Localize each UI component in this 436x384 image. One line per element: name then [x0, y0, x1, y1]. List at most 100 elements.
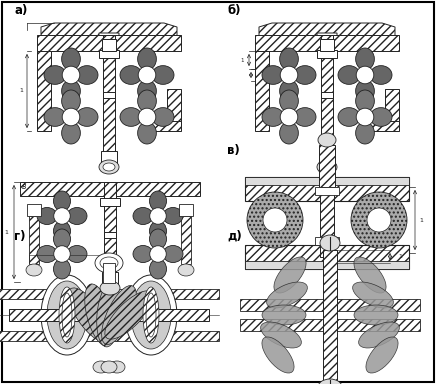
Ellipse shape — [152, 66, 174, 84]
Bar — [103, 263, 115, 283]
Bar — [0, 331, 219, 341]
Ellipse shape — [54, 191, 71, 211]
Ellipse shape — [150, 259, 167, 279]
Ellipse shape — [62, 66, 80, 84]
Bar — [104, 182, 116, 282]
Bar — [27, 204, 41, 216]
Ellipse shape — [178, 264, 194, 276]
Text: 1: 1 — [240, 58, 244, 63]
Bar — [255, 35, 399, 51]
Ellipse shape — [100, 257, 118, 269]
Ellipse shape — [102, 286, 136, 344]
Ellipse shape — [356, 90, 375, 112]
Ellipse shape — [62, 108, 80, 126]
Ellipse shape — [54, 208, 70, 224]
Bar — [321, 35, 333, 165]
Ellipse shape — [163, 207, 183, 225]
Ellipse shape — [263, 208, 287, 232]
Bar — [37, 51, 51, 131]
Ellipse shape — [356, 48, 375, 70]
Bar — [179, 204, 193, 216]
Ellipse shape — [109, 361, 125, 373]
Bar — [149, 121, 181, 131]
Ellipse shape — [262, 305, 306, 325]
Bar — [20, 182, 200, 196]
Ellipse shape — [26, 264, 42, 276]
Bar — [315, 237, 339, 245]
Ellipse shape — [261, 322, 301, 348]
Ellipse shape — [101, 361, 117, 373]
Bar — [240, 319, 420, 331]
Ellipse shape — [356, 80, 375, 102]
Bar — [245, 177, 409, 201]
Ellipse shape — [318, 379, 342, 384]
Ellipse shape — [356, 108, 374, 126]
Bar — [320, 39, 334, 51]
Bar — [9, 309, 209, 321]
Ellipse shape — [366, 337, 398, 373]
Ellipse shape — [103, 163, 115, 171]
Ellipse shape — [262, 337, 294, 373]
Text: 1: 1 — [398, 255, 402, 260]
Ellipse shape — [247, 192, 303, 248]
Ellipse shape — [120, 66, 142, 84]
Ellipse shape — [44, 108, 66, 126]
Bar — [245, 245, 409, 269]
Bar — [319, 145, 335, 187]
Ellipse shape — [280, 108, 298, 126]
Ellipse shape — [294, 108, 316, 126]
Ellipse shape — [67, 207, 87, 225]
Bar — [104, 232, 116, 238]
Ellipse shape — [95, 253, 123, 273]
Bar — [385, 89, 399, 125]
Ellipse shape — [152, 108, 174, 126]
Ellipse shape — [138, 80, 157, 102]
Ellipse shape — [54, 229, 71, 249]
Ellipse shape — [370, 66, 392, 84]
Ellipse shape — [150, 208, 166, 224]
Bar — [319, 151, 335, 163]
Bar — [240, 299, 420, 311]
Ellipse shape — [143, 287, 159, 343]
Ellipse shape — [279, 48, 298, 70]
Polygon shape — [259, 23, 395, 45]
Bar — [321, 92, 333, 98]
Ellipse shape — [356, 122, 375, 144]
Ellipse shape — [274, 257, 306, 293]
Ellipse shape — [267, 282, 307, 308]
Ellipse shape — [85, 284, 113, 346]
Ellipse shape — [163, 245, 183, 263]
Text: 1: 1 — [419, 217, 423, 222]
Bar — [315, 187, 339, 195]
Bar — [167, 89, 181, 125]
Ellipse shape — [279, 80, 298, 102]
Ellipse shape — [61, 80, 80, 102]
Bar — [181, 216, 191, 264]
Ellipse shape — [67, 245, 87, 263]
Ellipse shape — [68, 288, 110, 342]
Ellipse shape — [280, 66, 298, 84]
Bar — [100, 198, 120, 206]
Text: д): д) — [227, 230, 242, 243]
Ellipse shape — [338, 66, 360, 84]
Bar — [367, 121, 399, 131]
Ellipse shape — [61, 122, 80, 144]
Ellipse shape — [320, 235, 340, 251]
Text: б): б) — [227, 4, 241, 17]
Ellipse shape — [279, 90, 298, 112]
Text: а): а) — [14, 4, 27, 17]
Ellipse shape — [61, 90, 80, 112]
Ellipse shape — [54, 221, 71, 241]
Bar — [99, 50, 119, 58]
Ellipse shape — [353, 282, 393, 308]
Ellipse shape — [125, 275, 177, 355]
Ellipse shape — [338, 108, 360, 126]
Ellipse shape — [138, 122, 157, 144]
Ellipse shape — [54, 246, 70, 262]
Ellipse shape — [97, 283, 121, 347]
Ellipse shape — [37, 207, 57, 225]
Ellipse shape — [133, 207, 153, 225]
Bar — [323, 250, 337, 380]
Ellipse shape — [138, 90, 157, 112]
Ellipse shape — [318, 133, 336, 147]
